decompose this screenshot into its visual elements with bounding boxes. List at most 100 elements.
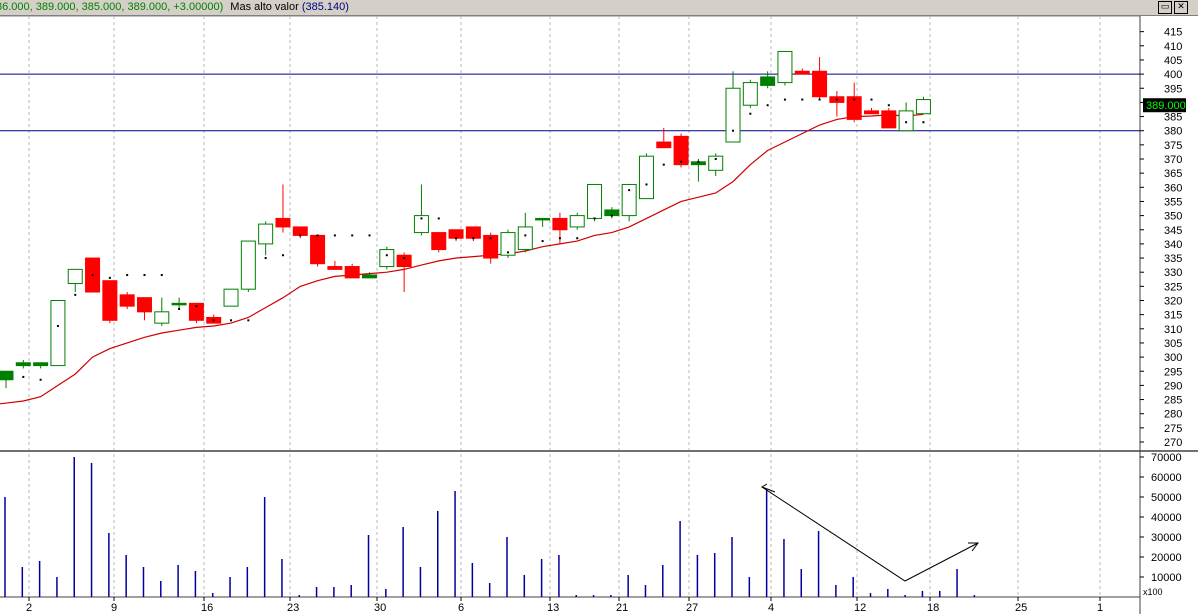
candle-body[interactable]: [517, 226, 533, 251]
price-axis-tick-label: 325: [1164, 281, 1182, 293]
candle-body[interactable]: [621, 183, 637, 217]
candle-body[interactable]: [15, 362, 31, 367]
candle-body[interactable]: [344, 266, 360, 279]
candle-body[interactable]: [673, 135, 689, 166]
candle-body[interactable]: [898, 110, 914, 132]
candle-body[interactable]: [465, 226, 481, 239]
candle-body[interactable]: [275, 217, 291, 228]
candle-body[interactable]: [812, 70, 828, 98]
candle-body[interactable]: [136, 297, 152, 313]
candle-body[interactable]: [379, 249, 395, 268]
candle-body[interactable]: [638, 155, 654, 200]
price-axis-tick-label: 295: [1164, 366, 1182, 378]
candle-body[interactable]: [431, 232, 447, 251]
candle-body[interactable]: [33, 362, 49, 367]
candle-body[interactable]: [656, 141, 672, 149]
stop-marker-dot: [697, 160, 700, 163]
candle-body[interactable]: [119, 294, 135, 307]
candle-body[interactable]: [310, 234, 326, 265]
candle-body[interactable]: [846, 96, 862, 120]
candle-body[interactable]: [188, 302, 204, 321]
price-axis-tick-label: 345: [1164, 225, 1182, 237]
volume-axis-tick-label: 10000: [1151, 572, 1182, 584]
volume-axis-tick-label: 60000: [1151, 472, 1182, 484]
candle-body[interactable]: [171, 302, 187, 306]
candle-body[interactable]: [587, 183, 603, 219]
time-axis-tick-label: 13: [547, 602, 559, 614]
candle-body[interactable]: [500, 232, 516, 256]
stop-marker-dot: [247, 319, 250, 322]
price-axis-tick-label: 335: [1164, 253, 1182, 265]
price-axis-tick-label: 365: [1164, 168, 1182, 180]
stop-marker-dot: [160, 274, 163, 277]
price-axis-tick-label: 360: [1164, 182, 1182, 194]
candle-body[interactable]: [154, 311, 170, 324]
price-axis-tick-label: 385: [1164, 112, 1182, 124]
candle-body[interactable]: [292, 226, 308, 236]
candle-body[interactable]: [240, 240, 256, 290]
candle-body[interactable]: [483, 234, 499, 259]
candle-body[interactable]: [67, 268, 83, 285]
price-axis-tick-label: 275: [1164, 423, 1182, 435]
restore-icon[interactable]: ▭: [1158, 1, 1172, 14]
candle-body[interactable]: [223, 288, 239, 307]
stop-marker-dot: [39, 378, 42, 381]
time-axis-tick-label: 25: [1015, 602, 1027, 614]
stop-marker-dot: [420, 217, 423, 220]
stop-marker-dot: [195, 305, 198, 308]
candle-body[interactable]: [915, 99, 931, 115]
time-axis-tick-label: 9: [111, 602, 117, 614]
stop-marker-dot: [628, 189, 631, 192]
candle-body[interactable]: [708, 155, 724, 171]
price-axis-tick-label: 395: [1164, 83, 1182, 95]
candle-body[interactable]: [881, 110, 897, 129]
stop-marker-dot: [74, 293, 77, 296]
candle-body[interactable]: [396, 254, 412, 268]
candle-body[interactable]: [760, 76, 776, 86]
price-axis-tick-label: 400: [1164, 69, 1182, 81]
volume-axis-tick-label: 50000: [1151, 492, 1182, 504]
candle-body[interactable]: [777, 50, 793, 84]
stop-marker-dot: [749, 112, 752, 115]
candle-body[interactable]: [50, 300, 66, 367]
volume-multiplier-label: x100: [1143, 587, 1163, 597]
price-axis-tick-label: 330: [1164, 267, 1182, 279]
price-axis-tick-label: 270: [1164, 437, 1182, 449]
candle-body[interactable]: [0, 370, 14, 381]
candle-body[interactable]: [102, 280, 118, 321]
stop-marker-dot: [472, 237, 475, 240]
stop-marker-dot: [524, 234, 527, 237]
stop-marker-dot: [281, 254, 284, 257]
stop-marker-dot: [714, 158, 717, 160]
time-axis-tick-label: 1: [1097, 602, 1103, 614]
candle-body[interactable]: [327, 266, 343, 270]
candle-body[interactable]: [552, 217, 568, 231]
stop-marker-dot: [108, 276, 111, 279]
stop-marker-dot: [662, 163, 665, 166]
stop-marker-dot: [403, 257, 406, 260]
time-axis-tick-label: 12: [854, 602, 866, 614]
candle-body[interactable]: [864, 110, 879, 115]
last-price-label: 389.000: [1146, 100, 1186, 112]
stop-marker-dot: [558, 237, 561, 240]
price-axis-tick-label: 340: [1164, 239, 1182, 251]
candle-body[interactable]: [742, 82, 758, 106]
candle-body[interactable]: [413, 215, 429, 234]
price-axis-tick-label: 300: [1164, 352, 1182, 364]
candle-body[interactable]: [569, 215, 585, 228]
candle-body[interactable]: [258, 223, 274, 245]
candle-body[interactable]: [362, 274, 378, 279]
candle-body[interactable]: [794, 70, 810, 75]
stop-marker-dot: [593, 217, 596, 220]
stop-marker-dot: [645, 183, 648, 186]
stop-marker-dot: [766, 104, 769, 107]
candle-body[interactable]: [535, 217, 551, 221]
candle-body[interactable]: [448, 229, 464, 239]
price-axis-tick-label: 280: [1164, 409, 1182, 421]
trend-arrowhead-start: [760, 483, 776, 493]
stop-marker-dot: [316, 234, 319, 237]
candle-body[interactable]: [725, 87, 741, 143]
close-icon[interactable]: ✕: [1174, 1, 1188, 14]
price-axis-tick-label: 290: [1164, 380, 1182, 392]
drawn-trend-line[interactable]: [761, 486, 979, 582]
